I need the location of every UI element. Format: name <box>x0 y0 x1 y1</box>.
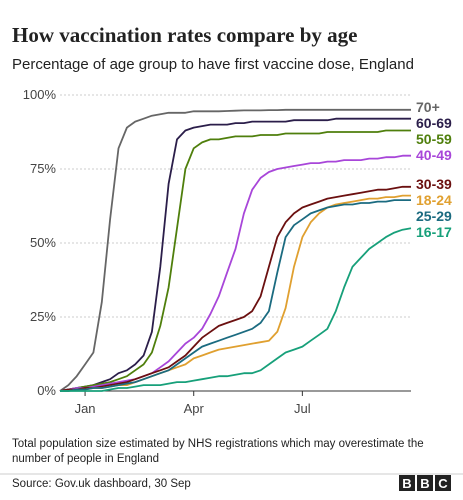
series-label: 40-49 <box>416 147 452 163</box>
series-line <box>59 129 411 392</box>
source: Source: Gov.uk dashboard, 30 Sep <box>12 478 191 490</box>
series-line <box>60 227 412 392</box>
series-label: 18-24 <box>416 192 452 208</box>
chart-title: How vaccination rates compare by age <box>12 23 357 47</box>
logo-letter: C <box>438 476 448 491</box>
footnote: number of people in England <box>12 453 159 465</box>
series-label: 50-59 <box>416 131 452 147</box>
y-tick-label: 25% <box>30 309 56 324</box>
logo: B B C <box>399 475 451 491</box>
chart-subtitle: Percentage of age group to have first va… <box>12 56 414 73</box>
x-tick-label: Jul <box>294 401 311 416</box>
series-line <box>59 108 411 392</box>
series-label: 70+ <box>416 99 440 115</box>
x-tick-label: Jan <box>75 401 96 416</box>
series-label: 60-69 <box>416 115 452 131</box>
x-tick-label: Apr <box>184 401 205 416</box>
footnote: Total population size estimated by NHS r… <box>12 438 424 450</box>
logo-letter: B <box>420 476 429 491</box>
series-label: 30-39 <box>416 176 452 192</box>
series-line <box>60 199 411 392</box>
series-label: 25-29 <box>416 208 452 224</box>
series-line <box>59 154 411 392</box>
series-line <box>59 185 411 392</box>
series-line <box>59 117 411 392</box>
series-label: 16-17 <box>416 224 452 240</box>
y-tick-label: 50% <box>30 235 56 250</box>
logo-letter: B <box>402 476 411 491</box>
y-tick-label: 75% <box>30 161 56 176</box>
y-tick-label: 100% <box>23 87 57 102</box>
y-tick-label: 0% <box>37 383 56 398</box>
series-line <box>60 194 411 392</box>
